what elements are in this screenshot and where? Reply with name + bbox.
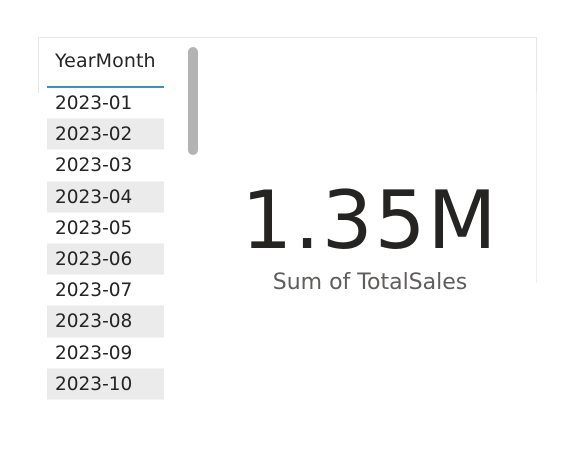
card-value: 1.35M [241, 174, 499, 267]
visual-frame [38, 37, 537, 93]
slicer-item-2023-03[interactable]: 2023-03 [47, 150, 164, 182]
slicer-item-2023-08[interactable]: 2023-08 [47, 306, 164, 338]
slicer-list: 2023-01 2023-02 2023-03 2023-04 2023-05 … [47, 88, 164, 400]
slicer-item-2023-04[interactable]: 2023-04 [47, 181, 164, 213]
yearmonth-slicer: YearMonth 2023-01 2023-02 2023-03 2023-0… [47, 44, 198, 404]
slicer-item-2023-01[interactable]: 2023-01 [47, 88, 164, 120]
slicer-item-2023-09[interactable]: 2023-09 [47, 338, 164, 369]
card-edge [536, 93, 537, 283]
slicer-item-2023-05[interactable]: 2023-05 [47, 213, 164, 244]
slicer-item-2023-07[interactable]: 2023-07 [47, 275, 164, 307]
slicer-header: YearMonth [47, 44, 164, 88]
card-label: Sum of TotalSales [272, 270, 468, 295]
slicer-item-2023-02[interactable]: 2023-02 [47, 119, 164, 151]
slicer-scrollbar[interactable] [188, 47, 198, 155]
slicer-item-2023-10[interactable]: 2023-10 [47, 368, 164, 400]
slicer-item-2023-06[interactable]: 2023-06 [47, 243, 164, 276]
slicer-header-label: YearMonth [55, 50, 156, 72]
